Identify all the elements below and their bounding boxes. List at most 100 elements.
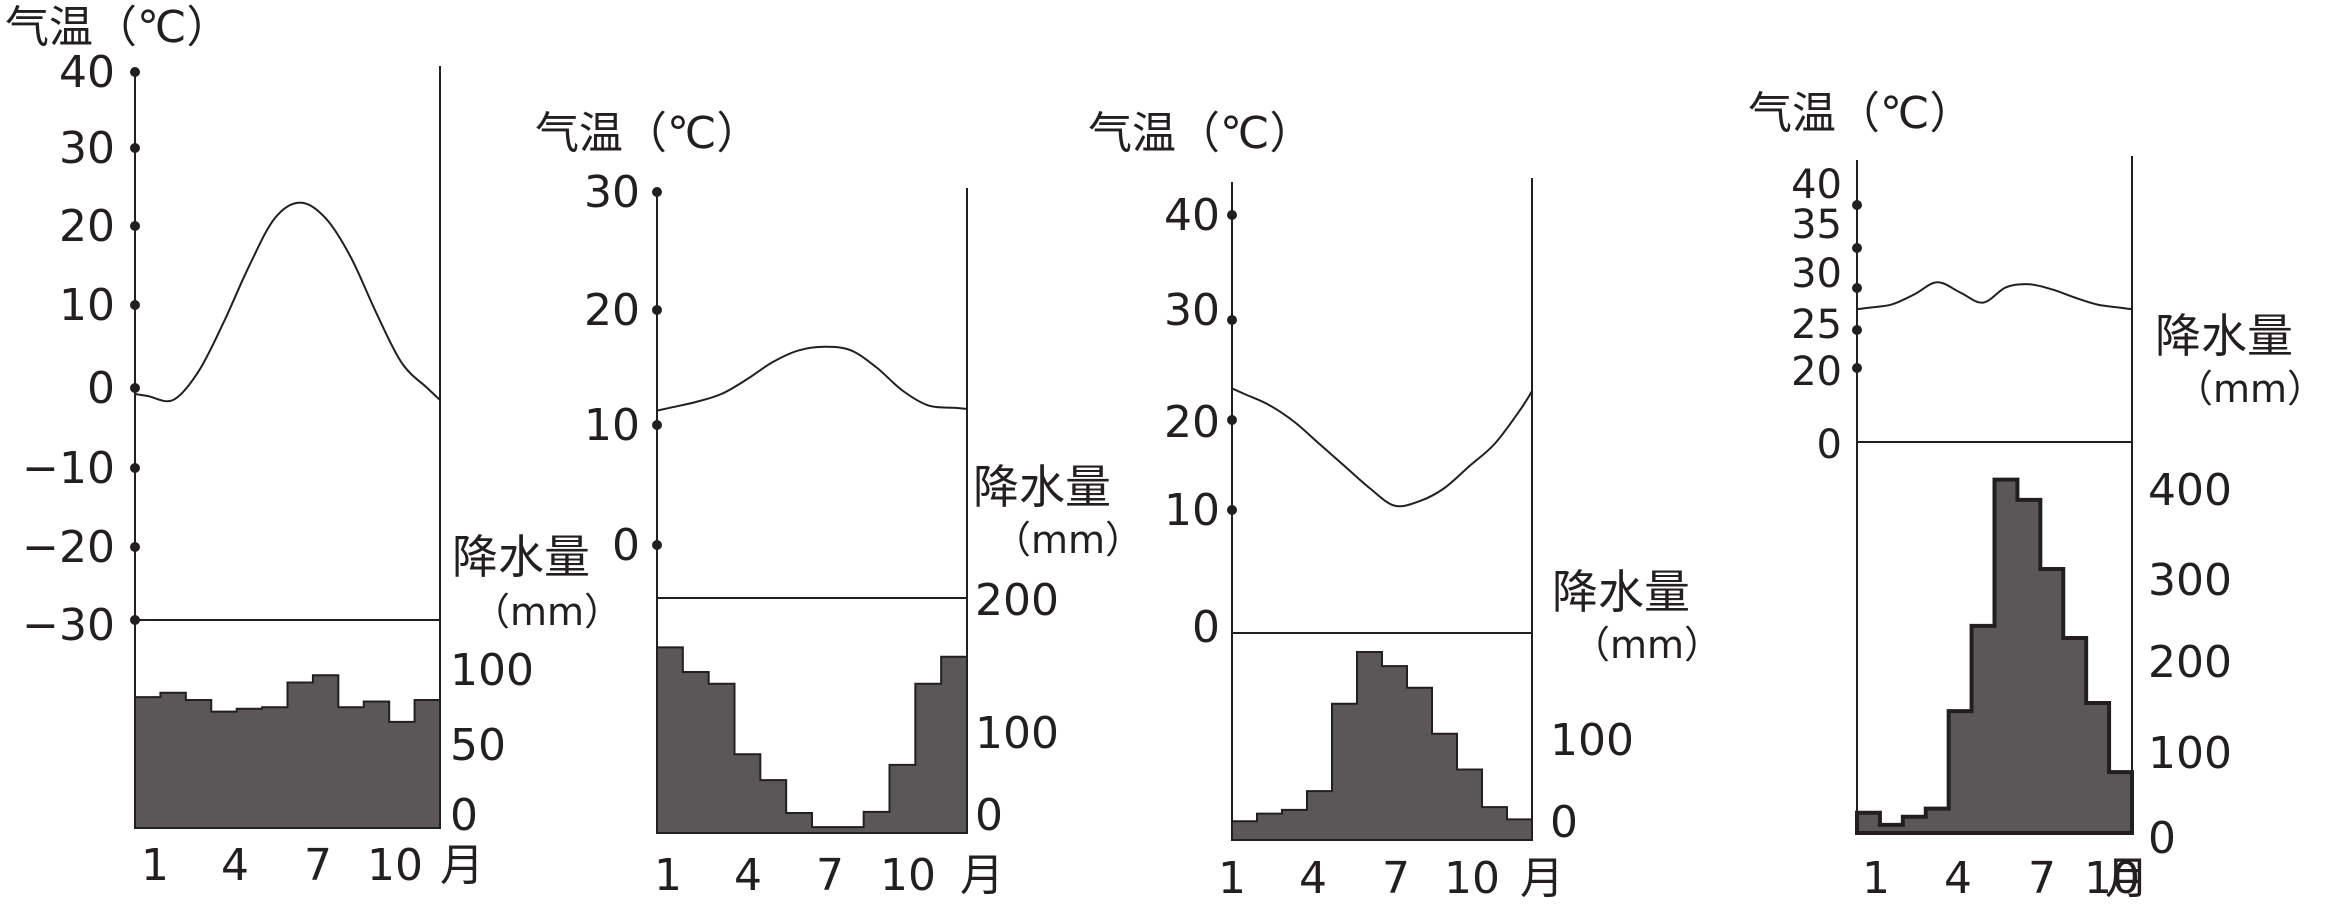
temp-tick-dot (130, 221, 140, 231)
temp-tick-dot (130, 615, 140, 625)
temp-tick-dot (130, 542, 140, 552)
temp-tick-label: 30 (584, 167, 640, 218)
temp-tick-label: 0 (612, 520, 640, 571)
temp-tick-dot (130, 143, 140, 153)
precip-unit-label: （mm） (472, 590, 622, 634)
month-tick-label: 7 (2028, 853, 2056, 904)
temp-tick-dot (1227, 415, 1237, 425)
month-tick-label: 4 (221, 840, 249, 891)
precip-unit-label: （mm） (1572, 623, 1722, 667)
temp-tick-label: 20 (1164, 397, 1220, 448)
temp-tick-label: 10 (584, 400, 640, 451)
temp-tick-label: 30 (1164, 285, 1220, 336)
precip-tick-label: 200 (975, 575, 1059, 626)
temp-tick-dot (652, 187, 662, 197)
month-tick-label: 10 (367, 840, 423, 891)
precip-tick-label: 0 (975, 790, 1003, 841)
month-unit-label: 月 (960, 850, 1004, 901)
month-tick-label: 4 (734, 850, 762, 901)
month-unit-label: 月 (440, 840, 484, 891)
temp-tick-label: −10 (22, 443, 115, 494)
temp-tick-label: 20 (1791, 349, 1842, 395)
month-tick-label: 7 (1382, 853, 1410, 904)
precip-tick-label: 50 (450, 720, 506, 771)
temperature-curve (134, 201, 441, 403)
temp-tick-label: 25 (1791, 302, 1842, 348)
precip-unit-label: （mm） (2175, 367, 2325, 411)
temp-tick-label: 0 (87, 363, 115, 414)
temp-tick-dot (652, 305, 662, 315)
month-tick-label: 1 (1218, 853, 1246, 904)
precip-tick-label: 100 (1550, 715, 1634, 766)
month-unit-label: 月 (1520, 853, 1564, 904)
temp-tick-label: 0 (1192, 602, 1220, 653)
month-tick-label: 1 (1862, 853, 1890, 904)
month-tick-label: 4 (1299, 853, 1327, 904)
temp-tick-dot (1852, 283, 1862, 293)
precip-axis-label: 降水量 (452, 530, 590, 584)
month-tick-label: 7 (304, 840, 332, 891)
precip-tick-label: 0 (2148, 813, 2176, 864)
temp-tick-dot (1227, 210, 1237, 220)
precip-tick-label: 0 (450, 790, 478, 841)
month-tick-label: 10 (880, 850, 936, 901)
temp-tick-label: 10 (1164, 485, 1220, 536)
temp-tick-dot (1852, 243, 1862, 253)
temp-tick-label: 40 (1164, 190, 1220, 241)
precip-tick-label: 100 (2148, 728, 2232, 779)
precip-tick-label: 400 (2148, 465, 2232, 516)
temp-tick-label: −30 (22, 600, 115, 651)
month-tick-label: 1 (141, 840, 169, 891)
precip-axis-label: 降水量 (973, 460, 1111, 514)
temperature-curve (1231, 387, 1533, 508)
temp-tick-label: 10 (59, 280, 115, 331)
precip-tick-label: 200 (2148, 637, 2232, 688)
month-unit-label: 月 (2105, 853, 2149, 904)
temperature-curve (656, 345, 968, 412)
month-tick-label: 10 (1444, 853, 1500, 904)
temp-tick-label: 30 (1791, 251, 1842, 297)
temp-tick-dot (652, 540, 662, 550)
temperature-curve (1856, 281, 2133, 311)
precip-tick-label: 100 (450, 645, 534, 696)
precipitation-bars (1855, 477, 2134, 835)
month-tick-label: 4 (1944, 853, 1972, 904)
temp-tick-dot (1227, 505, 1237, 515)
month-tick-label: 10 (2084, 853, 2140, 904)
temp-axis-label: 气温（℃） (1088, 108, 1313, 159)
temp-tick-dot (1852, 200, 1862, 210)
precip-tick-label: 0 (1550, 797, 1578, 848)
month-tick-label: 7 (816, 850, 844, 901)
temp-tick-label: −20 (22, 522, 115, 573)
precip-axis-label: 降水量 (1552, 565, 1690, 619)
temp-tick-dot (652, 420, 662, 430)
temp-tick-dot (1852, 325, 1862, 335)
temp-tick-dot (130, 383, 140, 393)
temp-tick-label: 40 (59, 47, 115, 98)
precip-tick-label: 300 (2148, 555, 2232, 606)
precipitation-bars (134, 674, 441, 829)
temp-tick-dot (130, 300, 140, 310)
temp-tick-label: 0 (1817, 422, 1842, 468)
temp-tick-label: 35 (1791, 202, 1842, 248)
temp-tick-dot (1852, 363, 1862, 373)
temp-tick-dot (130, 463, 140, 473)
temp-tick-label: 20 (59, 201, 115, 252)
precip-tick-label: 100 (975, 708, 1059, 759)
precip-axis-label: 降水量 (2155, 309, 2293, 363)
temp-tick-label: 20 (584, 285, 640, 336)
temp-axis-label: 气温（℃） (5, 2, 230, 53)
precipitation-bars (656, 646, 968, 834)
precipitation-bars (1231, 651, 1533, 841)
temp-tick-dot (1227, 315, 1237, 325)
temp-axis-label: 气温（℃） (1748, 88, 1973, 139)
temp-tick-label: 40 (1791, 162, 1842, 208)
temp-axis-label: 气温（℃） (535, 108, 760, 159)
precip-unit-label: （mm） (993, 518, 1143, 562)
temp-tick-dot (130, 67, 140, 77)
